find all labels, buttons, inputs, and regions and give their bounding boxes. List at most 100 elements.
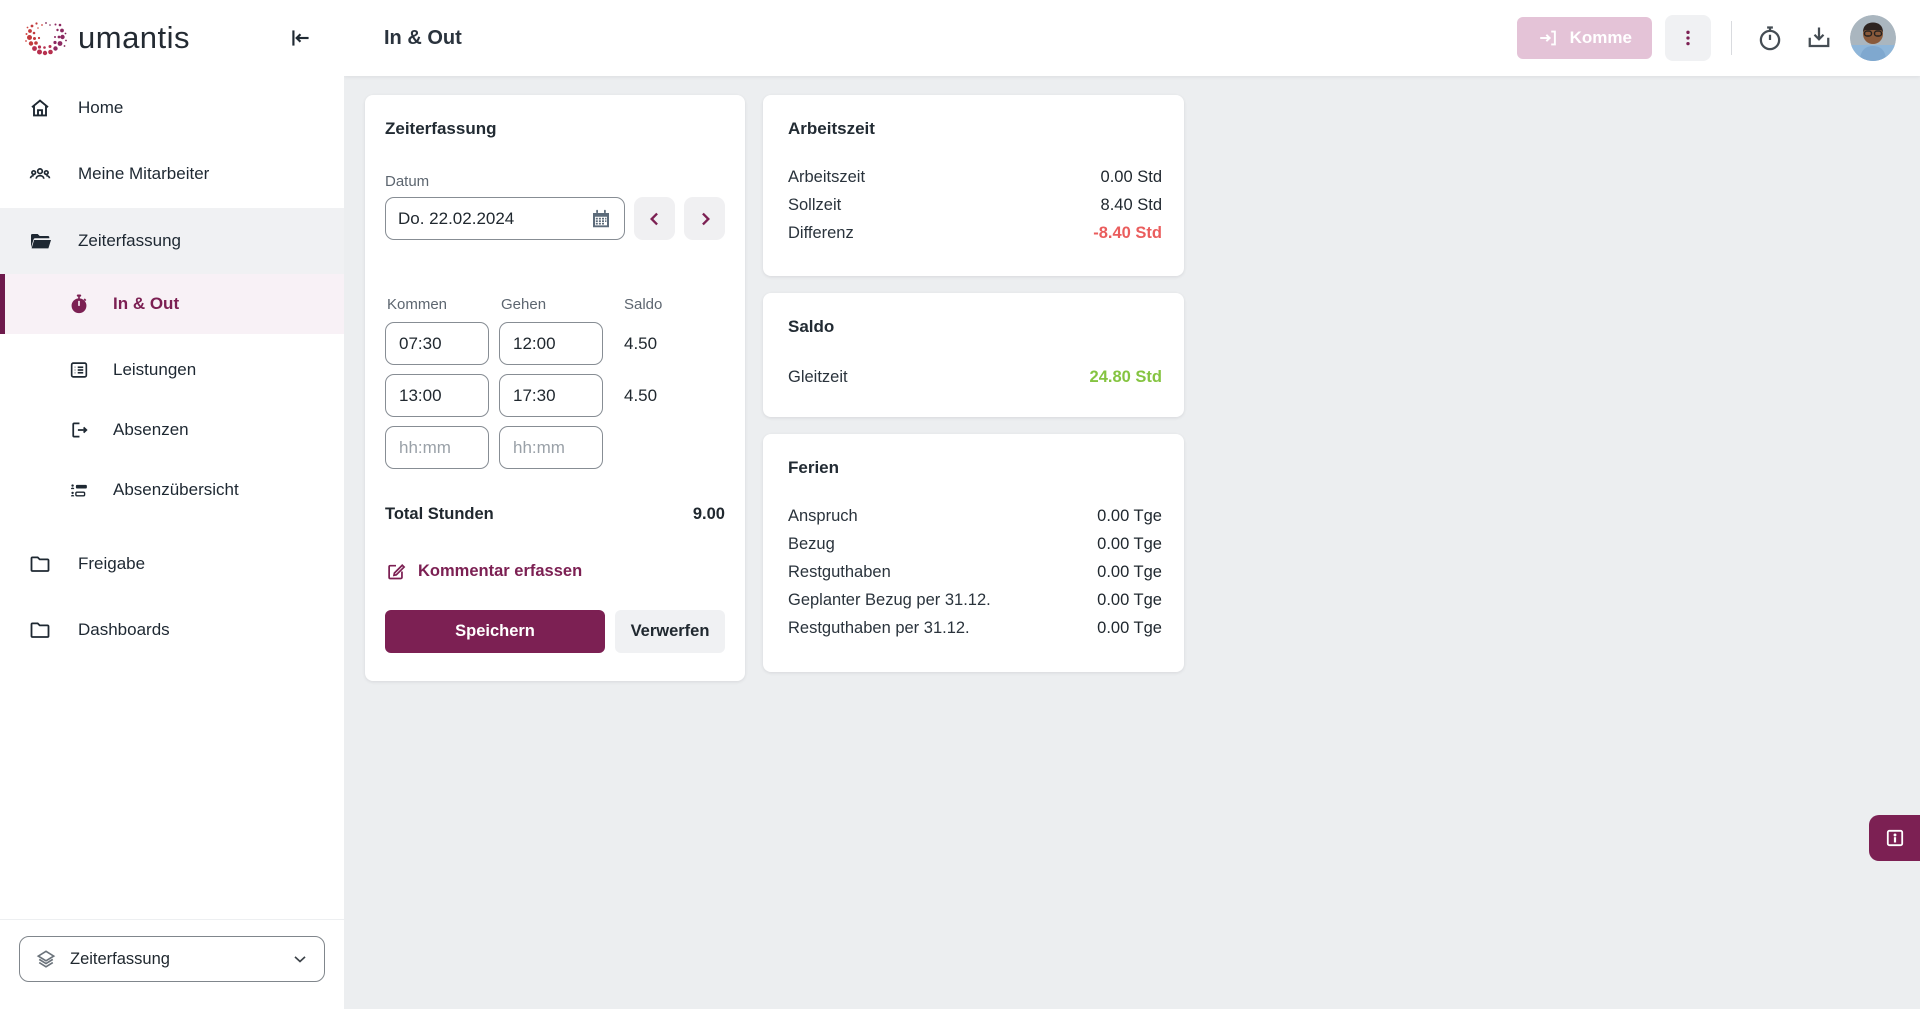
sidebar-item-label: Leistungen — [113, 360, 197, 379]
sidebar-item-label: Absenzen — [113, 420, 189, 439]
gehen-column-header: Gehen — [501, 296, 547, 313]
datum-label: Datum — [385, 173, 430, 190]
sidebar-item-in-and-out[interactable]: In & Out — [0, 274, 344, 334]
add-comment-link[interactable]: Kommentar erfassen — [385, 560, 582, 582]
sidebar-item-freigabe[interactable]: Freigabe — [0, 542, 344, 586]
umantis-logo[interactable]: umantis — [24, 13, 190, 64]
stat-row: Anspruch 0.00 Tge — [788, 502, 1162, 530]
export-button[interactable] — [1801, 20, 1837, 56]
kommen-input-1[interactable] — [385, 322, 489, 365]
calendar-icon[interactable] — [589, 207, 613, 231]
list-icon — [68, 359, 90, 381]
page-title: In & Out — [384, 26, 462, 49]
stat-label: Gleitzeit — [788, 368, 848, 386]
stat-label: Geplanter Bezug per 31.12. — [788, 591, 991, 609]
umantis-logo-text: umantis — [78, 20, 191, 55]
sidebar-item-label: Home — [78, 98, 124, 117]
komme-button-label: Komme — [1569, 28, 1632, 47]
timer-button[interactable] — [1752, 20, 1788, 56]
stat-label: Restguthaben — [788, 563, 891, 581]
saldo-value-2: 4.50 — [624, 385, 658, 405]
saldo-column-header: Saldo — [624, 296, 663, 313]
module-select-value: Zeiterfassung — [70, 949, 170, 968]
sidebar-item-zeiterfassung[interactable]: Zeiterfassung — [0, 208, 344, 274]
gehen-input-1[interactable] — [499, 322, 603, 365]
sidebar-item-dashboards[interactable]: Dashboards — [0, 608, 344, 652]
chevron-down-icon — [290, 949, 310, 969]
sidebar-item-leistungen[interactable]: Leistungen — [0, 348, 344, 392]
sidebar-item-home[interactable]: Home — [0, 86, 344, 130]
gehen-input-3[interactable] — [499, 426, 603, 469]
date-input[interactable] — [398, 208, 589, 229]
stat-row: Geplanter Bezug per 31.12. 0.00 Tge — [788, 586, 1162, 614]
stat-value: 0.00 Tge — [1097, 535, 1162, 553]
page-header: In & Out Komme — [344, 0, 1920, 76]
stopwatch-icon — [1759, 26, 1781, 51]
card-title: Arbeitszeit — [788, 119, 875, 138]
komme-button[interactable]: Komme — [1516, 17, 1652, 59]
kommen-column-header: Kommen — [387, 296, 448, 313]
avatar[interactable] — [1850, 15, 1896, 61]
people-list-icon — [68, 479, 90, 501]
discard-button[interactable]: Verwerfen — [615, 610, 725, 653]
stat-value-negative: -8.40 Std — [1093, 224, 1162, 242]
sidebar-item-label: Meine Mitarbeiter — [78, 164, 210, 183]
stat-value: 0.00 Tge — [1097, 507, 1162, 525]
stat-row: Gleitzeit 24.80 Std — [788, 363, 1162, 391]
content-area: Zeiterfassung Datum — [344, 76, 1920, 1009]
stat-value: 0.00 Tge — [1097, 591, 1162, 609]
collapse-sidebar-icon[interactable] — [288, 25, 314, 51]
sidebar-bottom-section: Zeiterfassung — [0, 919, 344, 1009]
sidebar-item-absenzen[interactable]: Absenzen — [0, 408, 344, 452]
people-group-icon — [28, 162, 52, 186]
stat-label: Anspruch — [788, 507, 858, 525]
stat-row: Sollzeit 8.40 Std — [788, 191, 1162, 219]
previous-day-button[interactable] — [634, 197, 675, 240]
save-button[interactable]: Speichern — [385, 610, 605, 653]
exit-arrow-icon — [68, 419, 90, 441]
card-title: Zeiterfassung — [385, 119, 497, 138]
chevron-left-icon — [649, 212, 658, 225]
total-stunden-label: Total Stunden — [385, 505, 494, 523]
sidebar: umantis Home — [0, 0, 344, 1009]
kebab-menu-icon — [1686, 30, 1690, 46]
saldo-card: Saldo Gleitzeit 24.80 Std — [763, 293, 1184, 417]
saldo-value-1: 4.50 — [624, 333, 658, 353]
add-comment-label: Kommentar erfassen — [418, 561, 583, 580]
stat-row: Restguthaben 0.00 Tge — [788, 558, 1162, 586]
zeiterfassung-card: Zeiterfassung Datum — [365, 95, 745, 681]
sidebar-item-label: Zeiterfassung — [78, 231, 181, 250]
folder-open-icon — [28, 229, 52, 253]
kommen-input-3[interactable] — [385, 426, 489, 469]
sidebar-nav: Home Meine Mitarbeiter Zeiterfassung — [0, 76, 344, 919]
folder-icon — [28, 618, 52, 642]
card-title: Ferien — [788, 458, 840, 477]
sidebar-item-absenzuebersicht[interactable]: Absenzübersicht — [0, 468, 344, 512]
info-icon — [1886, 829, 1903, 847]
stat-row: Bezug 0.00 Tge — [788, 530, 1162, 558]
folder-icon — [28, 552, 52, 576]
sidebar-item-label: In & Out — [113, 294, 180, 313]
next-day-button[interactable] — [684, 197, 725, 240]
more-options-button[interactable] — [1665, 15, 1711, 61]
info-fab-button[interactable] — [1869, 815, 1920, 861]
stat-row: Restguthaben per 31.12. 0.00 Tge — [788, 614, 1162, 642]
date-field — [385, 197, 625, 240]
stat-row: Arbeitszeit 0.00 Std — [788, 163, 1162, 191]
sidebar-item-meine-mitarbeiter[interactable]: Meine Mitarbeiter — [0, 152, 344, 196]
chevron-right-icon — [701, 212, 710, 225]
login-arrow-icon — [1537, 27, 1559, 49]
module-select[interactable]: Zeiterfassung — [19, 936, 325, 982]
stat-label: Restguthaben per 31.12. — [788, 619, 970, 637]
kommen-input-2[interactable] — [385, 374, 489, 417]
summary-column: Arbeitszeit Arbeitszeit 0.00 Std Sollzei… — [763, 95, 1184, 672]
total-stunden-value: 9.00 — [692, 505, 725, 523]
sidebar-item-label: Absenzübersicht — [113, 480, 239, 499]
umantis-logo-icon — [24, 13, 68, 64]
header-divider — [1731, 21, 1732, 55]
ferien-card: Ferien Anspruch 0.00 Tge Bezug 0.00 Tge … — [763, 434, 1184, 672]
home-icon — [28, 96, 52, 120]
stopwatch-icon — [68, 293, 90, 315]
stat-label: Differenz — [788, 224, 854, 242]
gehen-input-2[interactable] — [499, 374, 603, 417]
